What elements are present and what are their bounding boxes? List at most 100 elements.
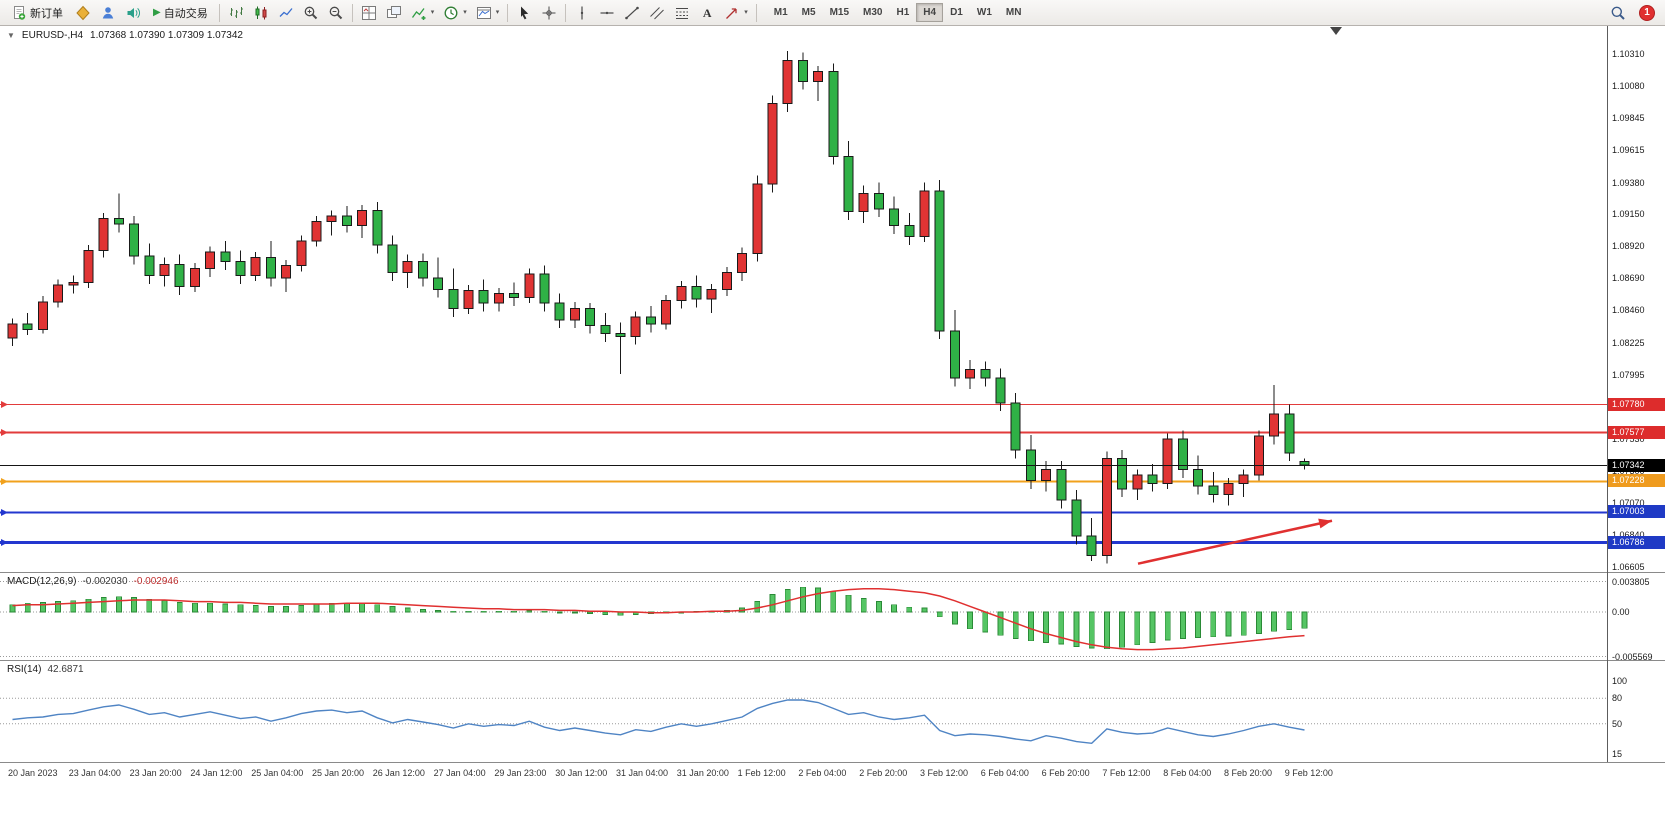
- candle: [539, 265, 550, 312]
- crosshair-button[interactable]: [537, 2, 561, 24]
- macd-histogram-bar: [982, 611, 989, 633]
- new-order-icon: [14, 5, 26, 20]
- text-button[interactable]: A: [695, 2, 719, 24]
- new-order-button[interactable]: 新订单: [4, 2, 70, 24]
- timeframe-m15[interactable]: M15: [829, 7, 850, 18]
- cursor-button[interactable]: [512, 2, 536, 24]
- resistance-line-2-handle[interactable]: [1, 429, 8, 436]
- trend-arrow-head[interactable]: [1318, 518, 1332, 529]
- signals-button[interactable]: [121, 2, 145, 24]
- timeframe-mn[interactable]: MN: [1005, 7, 1022, 18]
- timeframe-m1[interactable]: M1: [773, 7, 788, 18]
- macd-histogram-bar: [602, 611, 609, 615]
- timeframe-m5[interactable]: M5: [801, 7, 816, 18]
- macd-axis-label: 0.003805: [1612, 576, 1650, 587]
- market-button[interactable]: [71, 2, 95, 24]
- price-tick: 1.07530: [1612, 433, 1645, 444]
- macd-histogram-bar: [891, 604, 897, 613]
- time-label: 31 Jan 04:00: [616, 768, 669, 778]
- notification-badge[interactable]: 1: [1639, 4, 1655, 21]
- candle: [189, 262, 200, 293]
- line-chart-button[interactable]: [274, 2, 298, 24]
- candle: [630, 311, 641, 345]
- autotrading-button[interactable]: ▶ 自动交易: [146, 2, 215, 24]
- macd-histogram-bar: [70, 600, 77, 613]
- toolbar-separator: [565, 3, 567, 22]
- community-button[interactable]: [96, 2, 120, 24]
- macd-histogram-bar: [359, 602, 366, 613]
- resistance-line-1-handle[interactable]: [1, 401, 8, 408]
- candlestick-chart-button[interactable]: [249, 2, 273, 24]
- search-button[interactable]: [1606, 2, 1630, 24]
- fibonacci-button[interactable]: [670, 2, 694, 24]
- support-line-1-handle[interactable]: [1, 509, 8, 516]
- time-label: 8 Feb 04:00: [1163, 768, 1212, 778]
- symbol-label: EURUSD-,H4: [21, 30, 84, 41]
- horizontal-line-icon: [600, 11, 614, 14]
- candle: [1223, 477, 1234, 506]
- vertical-line-icon: [581, 6, 584, 19]
- indicators-button[interactable]: ▾: [407, 2, 439, 24]
- price-badge: 1.07228: [1608, 474, 1665, 488]
- macd-histogram-bar: [207, 602, 214, 613]
- timeframe-m30[interactable]: M30: [863, 7, 883, 18]
- timeframe-group: M1 M5 M15 M30 H1 H4 D1 W1 MN: [767, 3, 1029, 22]
- toolbar-right: 1: [1606, 2, 1661, 24]
- zoom-in-button[interactable]: [299, 2, 323, 24]
- rsi-panel[interactable]: [0, 660, 1608, 762]
- tile-windows-button[interactable]: [357, 2, 381, 24]
- candle: [569, 301, 580, 329]
- autotrading-label: 自动交易: [163, 7, 208, 20]
- zoom-out-button[interactable]: [324, 2, 348, 24]
- candle: [767, 95, 778, 193]
- candle: [509, 282, 520, 306]
- candle: [1132, 469, 1143, 500]
- timeframe-h1[interactable]: H1: [896, 7, 910, 18]
- macd-histogram-bar: [176, 601, 183, 613]
- panel-separator[interactable]: [0, 572, 1665, 573]
- arrows-button[interactable]: ▾: [720, 2, 752, 24]
- vertical-line-button[interactable]: [570, 2, 594, 24]
- templates-button[interactable]: ▾: [472, 2, 504, 24]
- candle: [1269, 384, 1280, 445]
- candle: [463, 285, 474, 315]
- trendline-button[interactable]: [620, 2, 644, 24]
- chart-shift-marker[interactable]: [1330, 27, 1342, 35]
- macd-histogram-bar: [511, 610, 518, 613]
- macd-panel[interactable]: [0, 572, 1608, 660]
- macd-histogram-bar: [435, 610, 442, 613]
- template-icon: [476, 6, 491, 19]
- macd-histogram-bar: [116, 596, 122, 613]
- timeframe-d1[interactable]: D1: [950, 7, 963, 18]
- macd-histogram-bar: [1028, 611, 1034, 642]
- candle: [1284, 404, 1295, 462]
- macd-histogram-bar: [1286, 611, 1293, 631]
- equidistant-channel-icon: [650, 6, 665, 19]
- panel-separator[interactable]: [0, 660, 1665, 661]
- time-label: 6 Feb 04:00: [980, 768, 1029, 778]
- time-label: 7 Feb 12:00: [1102, 768, 1151, 778]
- main-chart[interactable]: [0, 26, 1608, 572]
- macd-histogram-bar: [161, 600, 168, 613]
- pivot-line-handle[interactable]: [1, 478, 8, 485]
- cascade-windows-button[interactable]: [382, 2, 406, 24]
- candle: [980, 361, 991, 387]
- channel-button[interactable]: [645, 2, 669, 24]
- macd-histogram-bar: [587, 611, 593, 615]
- price-axis[interactable]: 1.10310 1.10080 1.09845 1.09615 1.09380 1.091…: [1608, 26, 1665, 762]
- timeframe-h4[interactable]: H4: [916, 3, 944, 22]
- time-label: 3 Feb 12:00: [920, 768, 969, 778]
- trend-arrow[interactable]: [1137, 519, 1333, 565]
- periods-button[interactable]: ▾: [439, 2, 471, 24]
- bar-chart-button[interactable]: [224, 2, 248, 24]
- macd-histogram-bar: [876, 601, 882, 613]
- zoom-out-icon: [329, 6, 342, 19]
- candle: [22, 312, 33, 336]
- time-axis[interactable]: 20 Jan 2023 23 Jan 04:00 23 Jan 20:00 24 Ja…: [0, 762, 1665, 784]
- macd-signal-value: -0.002946: [133, 576, 179, 587]
- timeframe-w1[interactable]: W1: [976, 7, 992, 18]
- one-click-trading-toggle[interactable]: ▼: [7, 30, 15, 40]
- horizontal-line-button[interactable]: [595, 2, 619, 24]
- support-line-2-handle[interactable]: [1, 539, 8, 546]
- chevron-down-icon: ▾: [430, 9, 435, 16]
